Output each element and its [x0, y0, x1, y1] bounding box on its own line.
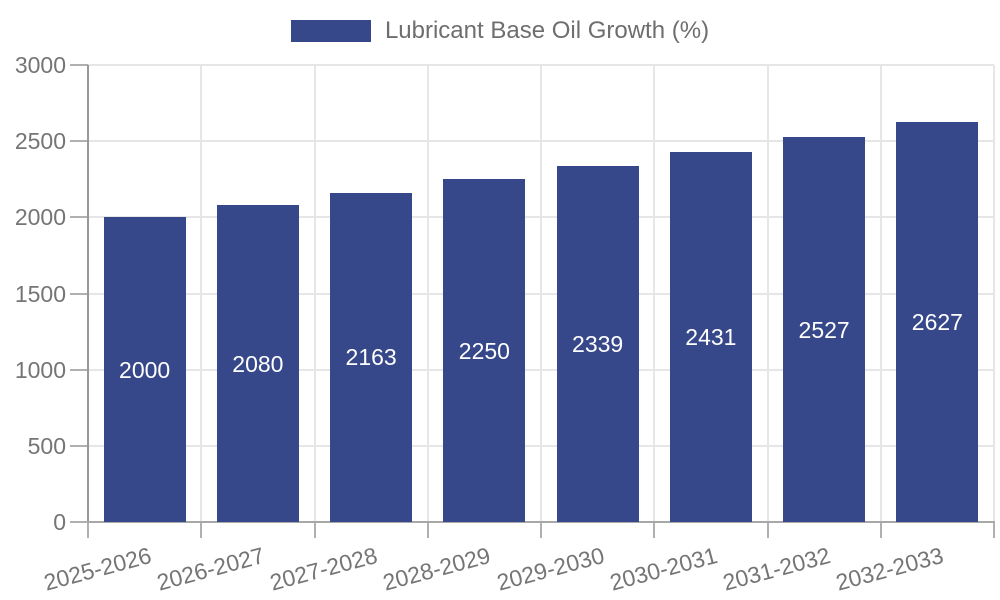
- bar[interactable]: [669, 151, 752, 522]
- legend-swatch: [290, 20, 371, 42]
- gridline-v: [993, 65, 995, 522]
- y-tick: [70, 521, 88, 523]
- gridline-v: [879, 65, 882, 522]
- bar[interactable]: [443, 179, 526, 522]
- bar[interactable]: [330, 192, 413, 522]
- y-axis-label: 2000: [14, 204, 66, 231]
- bar[interactable]: [896, 121, 979, 522]
- x-tick: [200, 522, 203, 538]
- x-tick: [766, 522, 769, 538]
- y-tick: [70, 64, 88, 66]
- x-tick: [540, 522, 542, 538]
- x-tick: [879, 522, 882, 538]
- y-axis-label: 1000: [14, 356, 66, 383]
- x-tick: [993, 522, 995, 538]
- y-tick: [70, 444, 88, 447]
- gridline-v: [426, 65, 429, 522]
- y-tick: [70, 292, 88, 295]
- x-axis-line: [87, 521, 995, 523]
- y-axis-label: 1500: [14, 280, 66, 307]
- gridline-v: [540, 65, 542, 522]
- x-tick: [313, 522, 316, 538]
- y-axis-label: 0: [53, 509, 66, 535]
- bar[interactable]: [103, 217, 186, 522]
- y-axis-label: 3000: [14, 52, 66, 78]
- gridline-v: [313, 65, 316, 522]
- legend-item[interactable]: Lubricant Base Oil Growth (%): [0, 17, 1000, 45]
- gridline-v: [766, 65, 769, 522]
- bar[interactable]: [556, 165, 639, 522]
- y-axis-label: 500: [27, 432, 66, 459]
- gridline-v: [200, 65, 203, 522]
- x-tick: [87, 522, 89, 538]
- legend-label: Lubricant Base Oil Growth (%): [384, 17, 710, 44]
- y-axis-label: 2500: [14, 128, 66, 155]
- y-tick: [70, 216, 88, 219]
- x-tick: [653, 522, 656, 538]
- y-tick: [70, 368, 88, 371]
- bar[interactable]: [783, 137, 866, 522]
- y-tick: [70, 140, 88, 143]
- bar[interactable]: [216, 205, 299, 522]
- x-tick: [426, 522, 429, 538]
- gridline-v: [653, 65, 656, 522]
- y-axis-line: [87, 65, 89, 522]
